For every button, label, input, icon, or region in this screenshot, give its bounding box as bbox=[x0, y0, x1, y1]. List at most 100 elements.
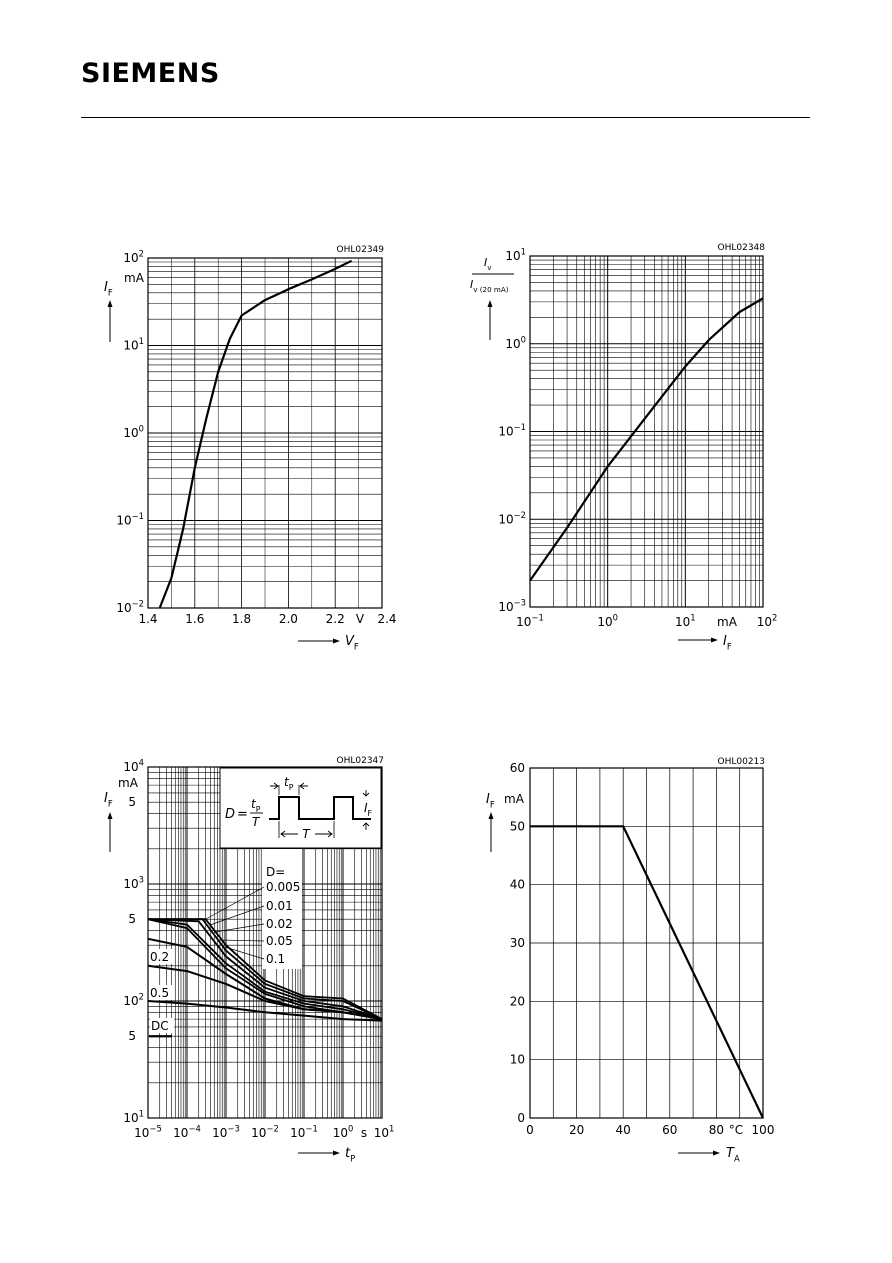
chart3-series-line bbox=[147, 964, 383, 1021]
chart4-ytick-label: 20 bbox=[510, 994, 525, 1008]
chart3-inset-tp-arrow-right bbox=[299, 782, 308, 790]
chart3-xtick-label: 100 bbox=[333, 1124, 354, 1140]
chart4-xtick-label: 60 bbox=[662, 1123, 677, 1137]
chart3-series-label: 0.2 bbox=[150, 950, 169, 964]
chart3-series-label: 0.5 bbox=[150, 986, 169, 1000]
chart1-x-unit: V bbox=[356, 612, 365, 626]
chart1-y-unit: mA bbox=[124, 271, 145, 285]
chart1-xtick-label: 1.8 bbox=[232, 612, 251, 626]
chart2-frame bbox=[529, 255, 764, 608]
chart3-ytick-five: 5 bbox=[128, 912, 136, 926]
chart4-frame bbox=[529, 767, 764, 1119]
chart3-legend-leader bbox=[224, 946, 265, 960]
chart3-inset-T-arrows bbox=[280, 830, 333, 838]
chart1-ytick-label: 101 bbox=[123, 336, 144, 352]
chart3-xtick-label: 101 bbox=[374, 1124, 395, 1140]
chart2-xtick-label: 102 bbox=[757, 613, 778, 629]
chart3-label-bg bbox=[149, 949, 173, 964]
chart3-legend-label: 0.05 bbox=[266, 934, 293, 948]
chart1-xtick-label: 2.2 bbox=[326, 612, 345, 626]
chart2-ytick-label: 10−2 bbox=[498, 510, 526, 526]
chart3-series-line bbox=[148, 918, 383, 1020]
chart4-ytick-label: 0 bbox=[517, 1111, 525, 1125]
chart1-x-label: VF bbox=[345, 634, 359, 652]
chart1-x-arrow-head bbox=[333, 638, 340, 644]
chart2-x-unit: mA bbox=[717, 615, 738, 629]
chart4-ytick-label: 60 bbox=[510, 761, 525, 775]
chart4-series-line bbox=[530, 825, 764, 1119]
chart4-ytick-label: 40 bbox=[510, 878, 525, 892]
chart3-inset-equals: = bbox=[237, 807, 248, 822]
chart3-legend-title: D= bbox=[266, 865, 285, 879]
chart2-xtick-label: 100 bbox=[597, 613, 618, 629]
chart3-inset-tp-arrow-left bbox=[270, 782, 279, 790]
chart3-inset-pulse-waveform bbox=[269, 796, 371, 820]
chart1-ytick-label: 100 bbox=[123, 424, 144, 440]
chart3-ytick-label: 104 bbox=[123, 758, 144, 774]
chart3-series-line bbox=[147, 918, 383, 1020]
chart2-x-arrow-head bbox=[711, 637, 718, 643]
chart4-ytick-label: 10 bbox=[510, 1053, 525, 1067]
chart1-figure-id: OHL02349 bbox=[337, 245, 385, 255]
chart4-x-arrow-head bbox=[713, 1150, 720, 1156]
header-rule bbox=[81, 117, 810, 118]
chart2-ytick-label: 10−1 bbox=[498, 422, 526, 438]
chart4-figure-id: OHL00213 bbox=[718, 757, 766, 767]
chart3-frame bbox=[147, 766, 383, 1119]
chart1-xtick-label: 1.6 bbox=[185, 612, 204, 626]
chart1-ytick-label: 10−1 bbox=[116, 511, 144, 527]
chart4-y-unit: mA bbox=[504, 792, 525, 806]
chart3-y-arrow-head bbox=[107, 812, 113, 819]
chart3-legend-bg bbox=[262, 849, 302, 969]
chart2-y-label-numerator: Iv bbox=[484, 256, 492, 272]
chart3-y-label: IF bbox=[104, 791, 113, 809]
chart2-ytick-label: 101 bbox=[505, 247, 526, 263]
chart3-y-unit: mA bbox=[118, 776, 139, 790]
chart1-y-arrow-head bbox=[107, 300, 113, 307]
chart3-legend-label: 0.005 bbox=[266, 880, 300, 894]
chart3-xtick-label: 10−1 bbox=[290, 1124, 318, 1140]
chart3-inset-D: D bbox=[225, 807, 235, 822]
siemens-logo: SIEMENS bbox=[81, 58, 220, 89]
chart2-xtick-label: 10−1 bbox=[516, 613, 544, 629]
chart1-series-line bbox=[158, 259, 353, 609]
chart3-legend-leader bbox=[205, 886, 265, 920]
chart4-xtick-label: 40 bbox=[616, 1123, 631, 1137]
chart4-x-label: TA bbox=[726, 1146, 740, 1164]
chart1-frame bbox=[147, 257, 383, 609]
chart3-inset-tp-label: tP bbox=[284, 775, 294, 792]
chart3-ytick-five: 5 bbox=[128, 795, 136, 809]
chart3-xtick-label: 10−2 bbox=[251, 1124, 279, 1140]
chart3-series-line bbox=[148, 918, 383, 1020]
chart3-ytick-five: 5 bbox=[128, 1029, 136, 1043]
chart2-ytick-label: 100 bbox=[505, 334, 526, 350]
chart2-xtick-label: 101 bbox=[675, 613, 696, 629]
chart2-x-label: IF bbox=[723, 634, 732, 652]
chart3-legend-leader bbox=[209, 905, 265, 926]
chart2-y-label-denominator: Iv (20 mA) bbox=[470, 278, 509, 294]
chart3-inset-T-frac: T bbox=[252, 815, 261, 829]
chart3-series-label: DC bbox=[151, 1019, 169, 1033]
chart4-y-label: IF bbox=[486, 792, 495, 810]
chart3-series-line bbox=[147, 918, 383, 1020]
chart3-ytick-label: 102 bbox=[123, 992, 144, 1008]
chart3-legend-leader bbox=[219, 939, 265, 942]
chart3-legend-label: 0.02 bbox=[266, 917, 293, 931]
chart1-xtick-label: 2.0 bbox=[279, 612, 298, 626]
chart3-ytick-label: 101 bbox=[123, 1109, 144, 1125]
chart2-ytick-label: 10−3 bbox=[498, 598, 526, 614]
chart3-legend-label: 0.1 bbox=[266, 952, 285, 966]
chart1-y-label: IF bbox=[104, 280, 113, 298]
chart1-ytick-label: 102 bbox=[123, 249, 144, 265]
chart3-xtick-label: 10−3 bbox=[212, 1124, 240, 1140]
chart4-xtick-label: 0 bbox=[526, 1123, 534, 1137]
chart3-inset-tp-frac: tP bbox=[251, 797, 261, 814]
chart3-inset-IF-label: IF bbox=[364, 801, 373, 818]
chart3-series-line bbox=[147, 1000, 383, 1022]
chart2-y-arrow-head bbox=[487, 300, 493, 307]
chart3-inset-T-label: T bbox=[302, 827, 311, 841]
